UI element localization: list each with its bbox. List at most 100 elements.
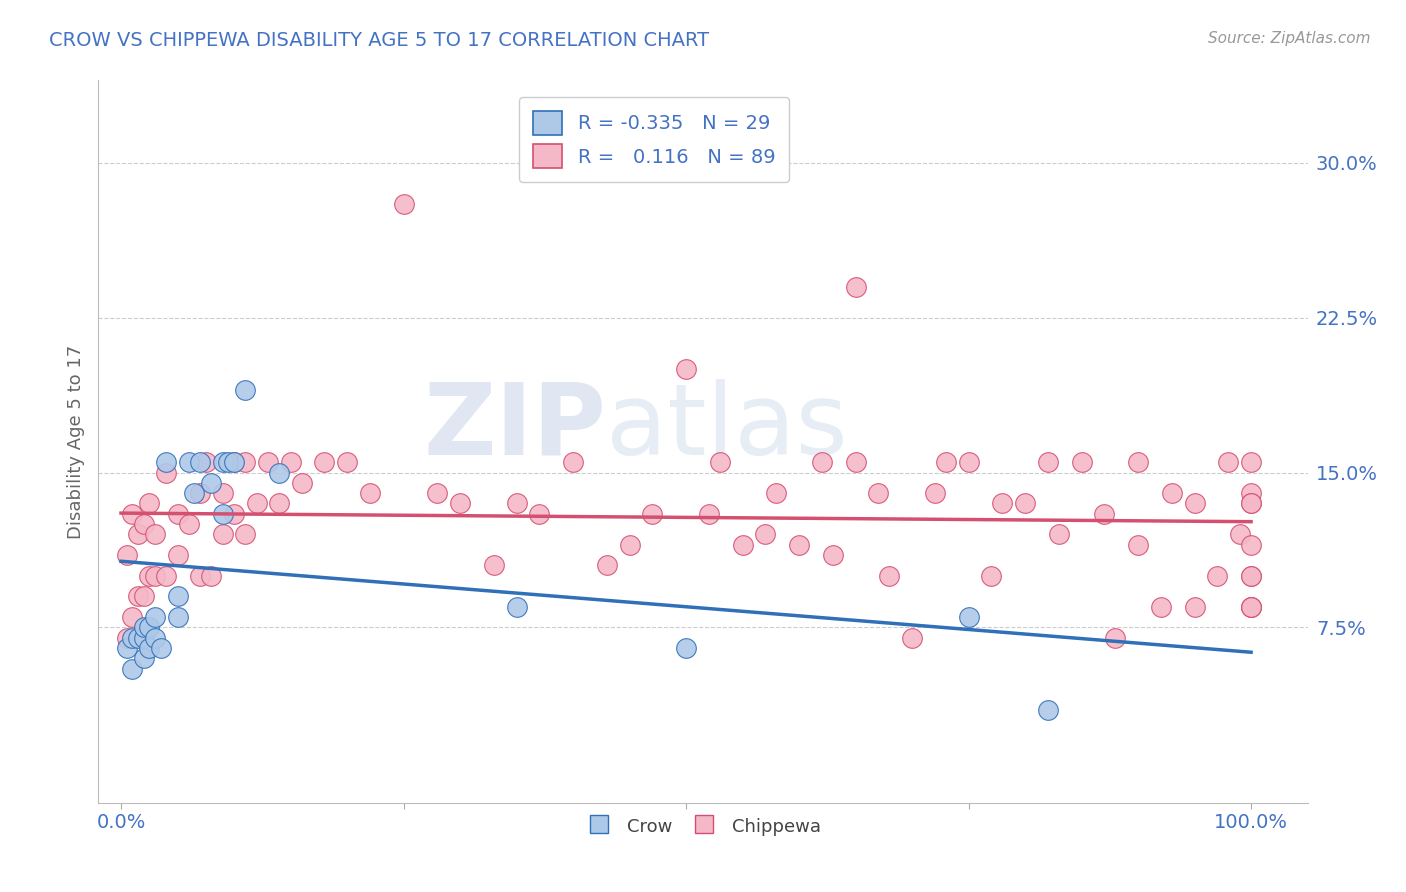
Point	[194, 455, 217, 469]
Point	[166, 548, 188, 562]
Point	[257, 455, 280, 469]
Point	[641, 507, 664, 521]
Point	[392, 197, 415, 211]
Point	[143, 631, 166, 645]
Point	[1240, 496, 1263, 510]
Point	[121, 662, 143, 676]
Point	[291, 475, 314, 490]
Point	[155, 568, 177, 582]
Point	[132, 651, 155, 665]
Point	[143, 527, 166, 541]
Point	[675, 362, 697, 376]
Point	[731, 538, 754, 552]
Point	[222, 455, 245, 469]
Point	[901, 631, 924, 645]
Point	[845, 279, 868, 293]
Point	[709, 455, 731, 469]
Point	[115, 631, 138, 645]
Point	[127, 590, 149, 604]
Point	[505, 599, 527, 614]
Point	[127, 527, 149, 541]
Point	[810, 455, 832, 469]
Point	[845, 455, 868, 469]
Point	[115, 640, 138, 655]
Point	[143, 610, 166, 624]
Text: CROW VS CHIPPEWA DISABILITY AGE 5 TO 17 CORRELATION CHART: CROW VS CHIPPEWA DISABILITY AGE 5 TO 17 …	[49, 31, 710, 50]
Point	[233, 527, 256, 541]
Point	[1150, 599, 1173, 614]
Point	[149, 640, 172, 655]
Point	[188, 486, 211, 500]
Point	[132, 620, 155, 634]
Point	[1240, 496, 1263, 510]
Point	[166, 610, 188, 624]
Point	[957, 455, 980, 469]
Point	[121, 610, 143, 624]
Point	[1036, 455, 1059, 469]
Point	[1070, 455, 1092, 469]
Point	[1126, 538, 1149, 552]
Point	[132, 590, 155, 604]
Point	[1229, 527, 1251, 541]
Legend: Crow, Chippewa: Crow, Chippewa	[578, 808, 828, 845]
Point	[138, 496, 160, 510]
Point	[879, 568, 901, 582]
Point	[1036, 703, 1059, 717]
Point	[314, 455, 336, 469]
Point	[675, 640, 697, 655]
Point	[787, 538, 810, 552]
Point	[166, 507, 188, 521]
Point	[269, 466, 291, 480]
Point	[211, 527, 233, 541]
Point	[765, 486, 787, 500]
Point	[821, 548, 844, 562]
Point	[246, 496, 269, 510]
Point	[924, 486, 946, 500]
Point	[1206, 568, 1229, 582]
Point	[143, 568, 166, 582]
Point	[280, 455, 302, 469]
Point	[1014, 496, 1036, 510]
Text: ZIP: ZIP	[423, 378, 606, 475]
Point	[211, 507, 233, 521]
Point	[980, 568, 1002, 582]
Point	[188, 455, 211, 469]
Point	[596, 558, 619, 573]
Point	[697, 507, 720, 521]
Point	[121, 631, 143, 645]
Point	[1184, 599, 1206, 614]
Point	[426, 486, 449, 500]
Point	[957, 610, 980, 624]
Point	[1240, 568, 1263, 582]
Point	[1126, 455, 1149, 469]
Point	[138, 640, 160, 655]
Point	[1240, 599, 1263, 614]
Point	[177, 455, 200, 469]
Point	[1047, 527, 1070, 541]
Point	[166, 590, 188, 604]
Point	[1092, 507, 1115, 521]
Point	[1240, 568, 1263, 582]
Point	[183, 486, 205, 500]
Text: atlas: atlas	[606, 378, 848, 475]
Point	[619, 538, 641, 552]
Point	[1161, 486, 1184, 500]
Point	[1240, 455, 1263, 469]
Y-axis label: Disability Age 5 to 17: Disability Age 5 to 17	[66, 344, 84, 539]
Point	[1240, 538, 1263, 552]
Point	[482, 558, 505, 573]
Point	[127, 631, 149, 645]
Point	[222, 455, 245, 469]
Point	[562, 455, 585, 469]
Point	[233, 455, 256, 469]
Point	[527, 507, 550, 521]
Point	[1184, 496, 1206, 510]
Point	[269, 496, 291, 510]
Point	[115, 548, 138, 562]
Text: Source: ZipAtlas.com: Source: ZipAtlas.com	[1208, 31, 1371, 46]
Point	[505, 496, 527, 510]
Point	[868, 486, 890, 500]
Point	[188, 568, 211, 582]
Point	[217, 455, 239, 469]
Point	[233, 383, 256, 397]
